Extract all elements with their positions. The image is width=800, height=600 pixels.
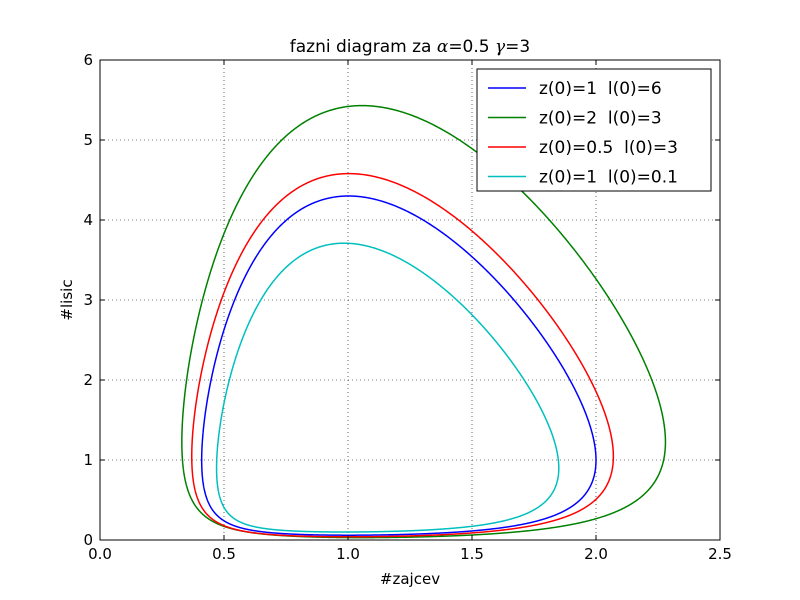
y-tick-label: 5 xyxy=(83,131,93,149)
x-tick-label: 2.0 xyxy=(584,545,608,563)
x-axis-label: #zajcev xyxy=(380,570,440,588)
x-tick-label: 2.5 xyxy=(708,545,732,563)
legend-label: z(0)=1 l(0)=0.1 xyxy=(539,168,678,188)
y-tick-label: 6 xyxy=(83,51,93,69)
y-tick-label: 3 xyxy=(83,291,93,309)
y-tick-label: 0 xyxy=(83,531,93,549)
series-line xyxy=(215,242,560,533)
series-line xyxy=(191,172,615,538)
legend-label: z(0)=2 l(0)=3 xyxy=(539,109,662,129)
y-axis-label: #lisic xyxy=(58,279,76,320)
series-line xyxy=(200,195,597,536)
x-tick-label: 0.0 xyxy=(88,545,112,563)
x-tick-label: 1.0 xyxy=(336,545,360,563)
y-tick-label: 1 xyxy=(83,451,93,469)
ticks: 0.0 0.5 1.0 1.5 2.0 2.5 0 1 2 3 4 5 6 xyxy=(83,51,731,563)
x-tick-label: 0.5 xyxy=(212,545,236,563)
series-lines xyxy=(181,104,667,539)
legend-label: z(0)=0.5 l(0)=3 xyxy=(539,138,678,158)
chart-title: fazni diagram za α=0.5 γ=3 xyxy=(290,37,530,57)
legend-box xyxy=(476,68,712,192)
x-tick-label: 1.5 xyxy=(460,545,484,563)
legend: z(0)=1 l(0)=6 z(0)=2 l(0)=3 z(0)=0.5 l(0)=… xyxy=(476,68,712,192)
legend-label: z(0)=1 l(0)=6 xyxy=(539,79,662,99)
y-tick-label: 2 xyxy=(83,371,93,389)
y-tick-label: 4 xyxy=(83,211,93,229)
